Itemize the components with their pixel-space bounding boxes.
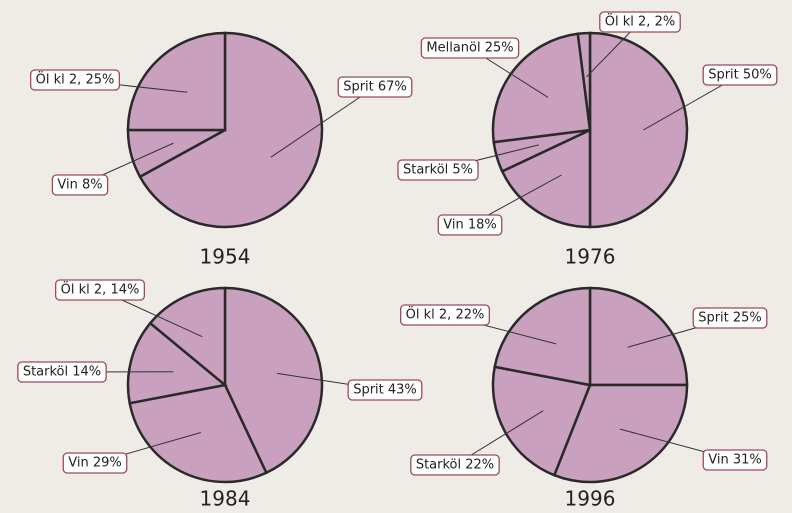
slice-label: Starköl 5% [403, 163, 473, 178]
slice-label: Starköl 22% [416, 458, 494, 473]
pie-slice [128, 33, 225, 130]
pie-slice [495, 288, 590, 385]
pie-slice [590, 288, 687, 385]
pie-title: 1996 [565, 487, 616, 511]
slice-label: Sprit 43% [353, 383, 417, 398]
slice-label: Sprit 25% [698, 311, 762, 326]
pie [128, 288, 322, 482]
slice-label: Öl kl 2, 25% [36, 71, 115, 88]
slice-label: Vin 31% [708, 453, 762, 468]
slice-label: Mellanöl 25% [426, 41, 513, 56]
pie [493, 288, 687, 482]
slice-label: Sprit 50% [708, 68, 772, 83]
chart: Sprit 67% Vin 8% Öl kl 2, 25% 1954 Sprit 50%… [0, 0, 792, 513]
slice-label: Vin 8% [57, 178, 102, 193]
pie [493, 33, 687, 227]
slice-label: Öl kl 2, 14% [61, 281, 140, 298]
slice-label: Öl kl 2, 22% [406, 306, 485, 323]
pie-slice [590, 33, 687, 227]
slice-label: Vin 18% [443, 218, 497, 233]
pie-title: 1954 [200, 245, 251, 269]
slice-label: Sprit 67% [343, 80, 407, 95]
slice-label: Vin 29% [68, 456, 122, 471]
pie-title: 1976 [565, 245, 616, 269]
page: {"chart_data": [ {"type": "pie", "title"… [0, 0, 792, 513]
pie [128, 33, 322, 227]
pie-title: 1984 [200, 487, 251, 511]
slice-label: Öl kl 2, 2% [605, 13, 675, 30]
slice-label: Starköl 14% [23, 365, 101, 380]
